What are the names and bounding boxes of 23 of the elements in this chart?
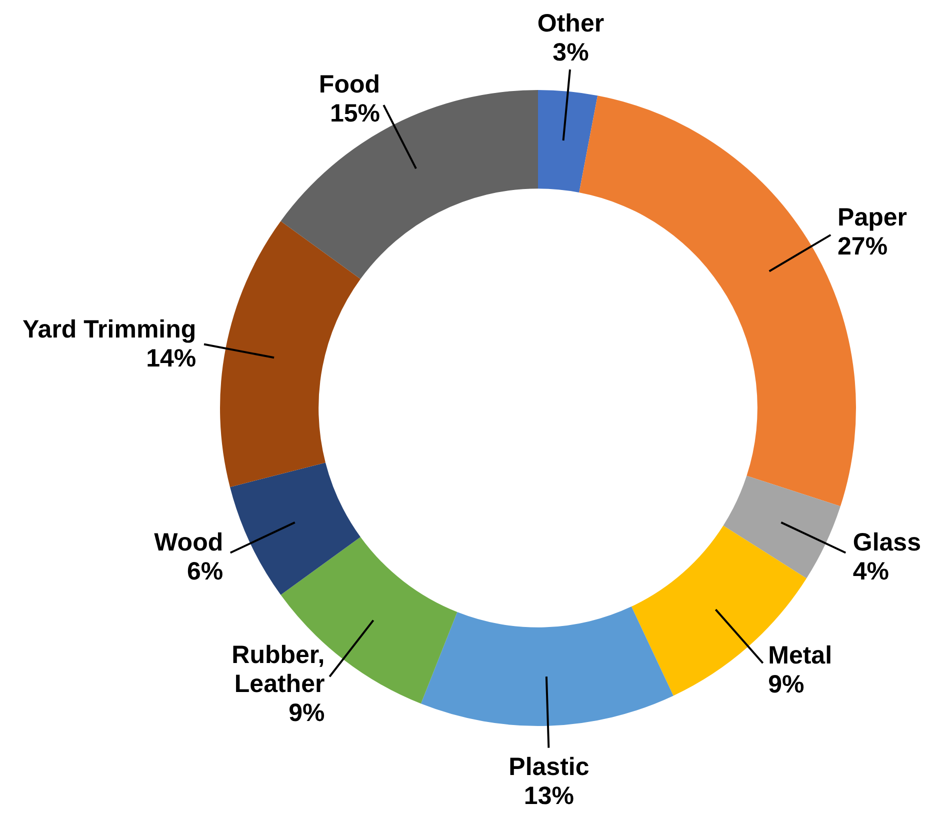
data-label: 13% (524, 782, 574, 810)
data-label: 9% (768, 670, 804, 699)
slice-label: Wood (154, 528, 224, 557)
data-label: 15% (330, 99, 380, 128)
slice-label: Other (537, 10, 604, 38)
slice-label: Rubber, Leather (232, 640, 325, 698)
data-label: 3% (552, 38, 589, 67)
data-label: 4% (852, 558, 890, 586)
data-label: 6% (186, 558, 224, 586)
donut-slice (723, 476, 840, 578)
donut-slice (420, 606, 674, 726)
slice-label: Paper (838, 203, 908, 232)
donut-slice (230, 462, 360, 595)
slice-label: Glass (852, 528, 921, 557)
slice-label: Metal (768, 642, 832, 670)
slice-label: Plastic (508, 752, 590, 781)
donut-slice (220, 221, 360, 488)
data-label: 27% (838, 232, 888, 260)
data-label: 14% (146, 344, 196, 372)
donut-slice (538, 90, 598, 192)
data-label: 9% (288, 698, 325, 727)
slice-label: Yard Trimming (22, 315, 196, 344)
slice-label: Food (318, 70, 380, 98)
